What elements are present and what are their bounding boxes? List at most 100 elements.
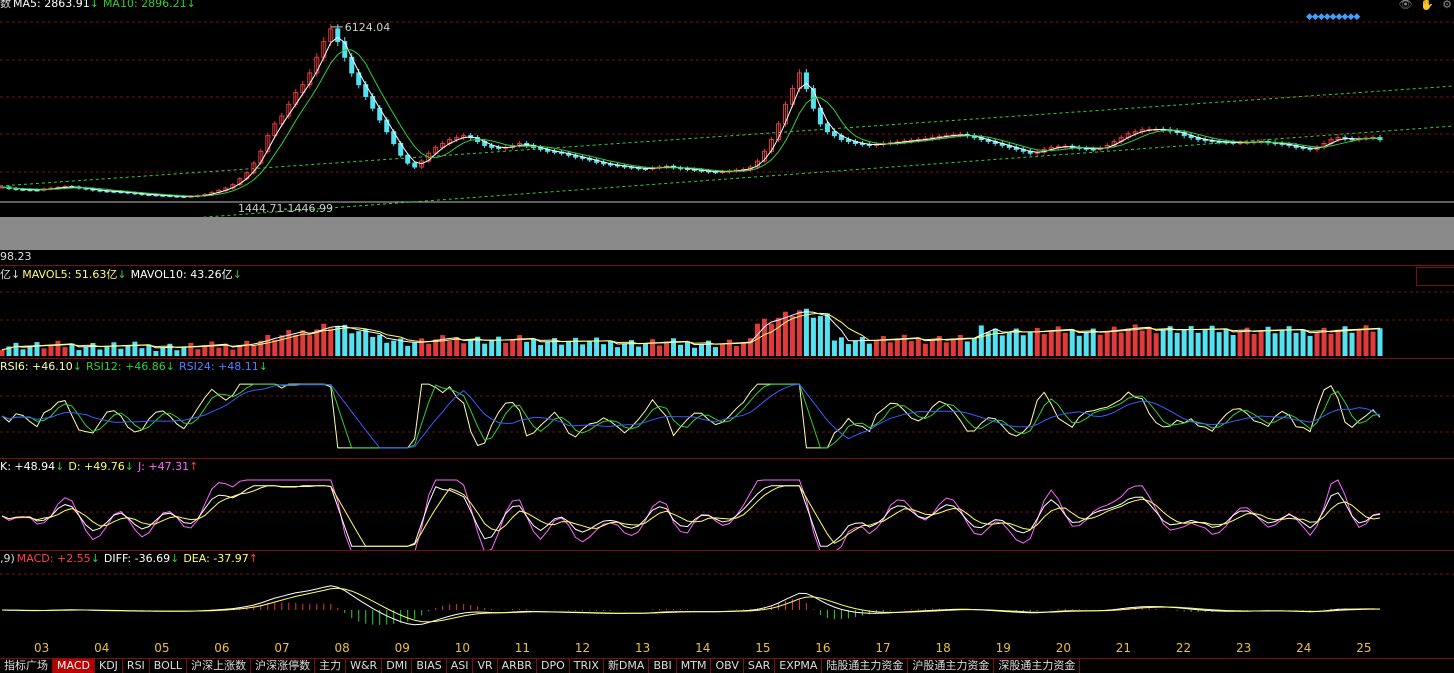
candle-body (489, 144, 495, 148)
volume-bar (1286, 326, 1292, 356)
tab-bias[interactable]: BIAS (412, 659, 447, 673)
tab-expma[interactable]: EXPMA (775, 659, 823, 673)
tab-dmi[interactable]: DMI (382, 659, 413, 673)
tab-vr[interactable]: VR (473, 659, 498, 673)
volume-side-box[interactable] (1416, 267, 1454, 286)
x-axis-label: 17 (875, 641, 891, 655)
tab-[interactable]: 沪股通主力资金 (908, 659, 995, 673)
volume-bar (740, 342, 746, 356)
tab-mtm[interactable]: MTM (677, 659, 712, 673)
scroll-band[interactable] (0, 217, 1454, 250)
volume-bar (950, 338, 956, 356)
main-legend: 数 MA5: 2863.91↓ MA10: 2896.21↓ (0, 0, 200, 11)
volume-bar (321, 323, 327, 356)
volume-bar (1377, 328, 1383, 356)
volume-bar (482, 343, 488, 356)
tab-macd[interactable]: MACD (53, 659, 95, 673)
volume-bar (1258, 330, 1264, 356)
volume-bar (643, 343, 649, 356)
tab-obv[interactable]: OBV (711, 659, 744, 673)
tab-rsi[interactable]: RSI (123, 659, 150, 673)
tab-trix[interactable]: TRIX (570, 659, 604, 673)
candle-body (251, 162, 257, 174)
volume-bar (258, 340, 264, 356)
volume-bar (391, 340, 397, 356)
rsi12-legend: RSI12: +46.86 (86, 360, 166, 373)
volume-bar (845, 344, 851, 356)
candle-body (831, 131, 837, 137)
tab-bbi[interactable]: BBI (649, 659, 677, 673)
tab-[interactable]: 主力 (315, 659, 347, 673)
x-axis-label: 20 (1055, 641, 1071, 655)
tab-sar[interactable]: SAR (744, 659, 776, 673)
macd-chart[interactable] (0, 566, 1454, 638)
panel-divider (0, 458, 1454, 459)
tab-dpo[interactable]: DPO (537, 659, 570, 673)
volume-bar (594, 337, 600, 356)
tab-kdj[interactable]: KDJ (95, 659, 123, 673)
kdj-chart[interactable] (0, 474, 1454, 550)
volume-bar (908, 341, 914, 356)
volume-bar (384, 342, 390, 356)
rsi-chart[interactable] (0, 374, 1454, 458)
volume-bar (664, 341, 670, 356)
volume-bar (943, 342, 949, 356)
volume-bar (1020, 335, 1026, 356)
candle-body (824, 123, 830, 133)
tab-[interactable]: 指标广场 (0, 659, 53, 673)
volume-bar (1118, 332, 1124, 356)
volume-bar (1335, 329, 1341, 356)
volume-bar (824, 313, 830, 356)
x-axis-label: 04 (94, 641, 110, 655)
volume-bar (1097, 334, 1103, 356)
tab-[interactable]: 沪深涨停数 (251, 659, 316, 673)
volume-chart[interactable] (0, 284, 1454, 358)
volume-bar (1048, 330, 1054, 356)
hand-icon[interactable]: ✋ (1420, 0, 1435, 11)
rsi24-legend: RSI24: +48.11 (179, 360, 259, 373)
volume-bar (111, 342, 117, 356)
x-axis-label: 15 (755, 641, 771, 655)
candle-body (328, 28, 334, 43)
rsi24-line (1, 383, 1381, 449)
volume-bar (195, 349, 201, 356)
tab-boll[interactable]: BOLL (150, 659, 188, 673)
volume-bar (887, 342, 893, 356)
x-axis-label: 25 (1356, 641, 1372, 655)
tab-asi[interactable]: ASI (447, 659, 474, 673)
volume-bar (1104, 330, 1110, 356)
volume-bar (146, 344, 152, 356)
ma5-line (1, 36, 1381, 198)
volume-bar (698, 344, 704, 356)
volume-bar (1209, 325, 1215, 356)
volume-bar (1349, 332, 1355, 356)
volume-bar (1342, 326, 1348, 356)
volume-bar (447, 341, 453, 356)
volume-bar (726, 339, 732, 356)
tab-dma[interactable]: 新DMA (604, 659, 650, 673)
eye-icon[interactable]: 👁 (1398, 0, 1413, 11)
volume-bar (216, 347, 222, 356)
volume-bar (0, 349, 5, 356)
k-line (1, 485, 1381, 547)
volume-bar (342, 324, 348, 356)
tab-[interactable]: 沪深上涨数 (187, 659, 252, 673)
tab-[interactable]: 陆股通主力资金 (822, 659, 909, 673)
volume-bar (636, 346, 642, 356)
settings-icon[interactable]: ⚙ (1442, 0, 1452, 11)
ma5-legend: MA5: 2863.91 (13, 0, 90, 10)
k-legend: K: +48.94 (0, 460, 56, 473)
price-chart[interactable]: 6124.04 1444.71-1446.99 (0, 0, 1454, 217)
volume-bar (1083, 332, 1089, 356)
volume-bar (922, 343, 928, 356)
volume-bar (1216, 332, 1222, 356)
volume-bar (489, 340, 495, 356)
volume-bar (209, 341, 215, 356)
tab-w-r[interactable]: W&R (346, 659, 383, 673)
macd-arrow: ↓ (90, 552, 100, 565)
tab-[interactable]: 深股通主力资金 (994, 659, 1081, 673)
volume-bar (1034, 327, 1040, 356)
volume-bar (894, 338, 900, 356)
volume-bar (678, 344, 684, 356)
tab-arbr[interactable]: ARBR (498, 659, 538, 673)
